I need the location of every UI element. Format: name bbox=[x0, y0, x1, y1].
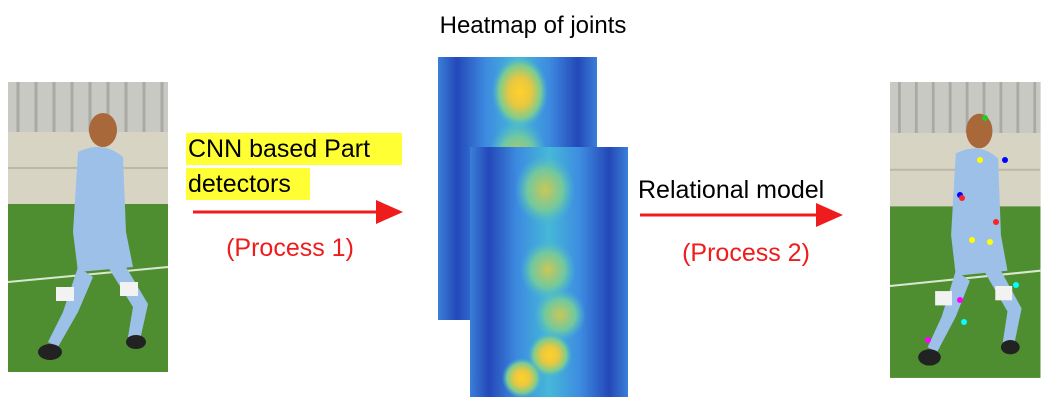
output-image bbox=[890, 82, 1040, 378]
title: Heatmap of joints bbox=[440, 12, 627, 39]
stage-1-label: CNN based Part bbox=[188, 135, 370, 163]
stage-2-label: Relational model bbox=[638, 176, 824, 204]
input-image bbox=[8, 82, 168, 372]
heatmap-front bbox=[470, 147, 628, 397]
diagram: Heatmap of joints CNN based Part detecto… bbox=[0, 0, 1042, 397]
stage-2-process: (Process 2) bbox=[682, 239, 810, 267]
stage-1-label: detectors bbox=[188, 170, 291, 198]
page: Heatmap of joints CNN based Part detecto… bbox=[0, 0, 1042, 402]
stage-1-process: (Process 1) bbox=[226, 234, 354, 262]
